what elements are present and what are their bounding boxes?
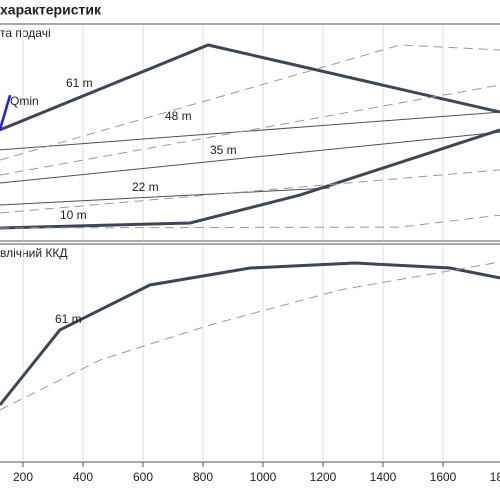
curve [0,187,330,206]
series-label: 61 m [66,76,93,90]
curve [0,131,500,184]
series-label: 61 m [55,312,82,326]
curve [0,169,500,214]
series-label: 22 m [132,180,159,194]
x-tick-label: 200 [13,470,33,484]
x-tick-label: 1000 [250,470,277,484]
series-label: 10 m [60,208,87,222]
series-label: 48 m [165,109,192,123]
curve [0,84,500,176]
page-title: характеристик [0,2,102,18]
x-tick-label: 600 [133,470,153,484]
panel-title: та подачі [0,26,51,40]
curve [0,261,500,411]
x-tick-label: 1400 [370,470,397,484]
curve [0,261,500,406]
x-tick-label: 800 [193,470,213,484]
curve [0,43,500,132]
series-label: 35 m [210,143,237,157]
curve [0,44,500,161]
x-tick-label: 1200 [310,470,337,484]
panel-title: влічний ККД [0,246,68,260]
curve [0,94,12,131]
series-label: Qmin [10,94,39,108]
x-tick-label: 1800 [490,470,500,484]
curve [0,214,500,229]
curve [0,128,500,230]
curve [0,111,500,151]
x-tick-label: 1600 [430,470,457,484]
x-tick-label: 400 [73,470,93,484]
